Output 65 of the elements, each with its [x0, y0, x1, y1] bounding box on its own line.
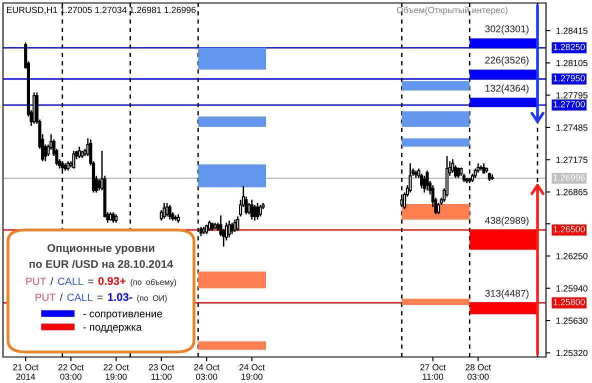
x-tick-label: 24 Oct 03:00 [194, 364, 220, 380]
candlestick [72, 150, 76, 170]
annotation: 438(2989) [485, 216, 529, 226]
bar [198, 116, 266, 127]
chart-title: EURUSD,H1 1.27005 1.27034 1.26981 1.26996 [6, 6, 196, 14]
candlestick [168, 204, 172, 220]
ref-line-label: 1.27950 [554, 75, 585, 82]
y-tick-label: 1.27485 [556, 124, 588, 131]
candlestick [456, 166, 460, 179]
candlestick [400, 194, 404, 208]
candlestick [256, 202, 260, 220]
x-tick-label: 23 Oct 11:00 [148, 364, 174, 380]
y-tick-label: 1.28105 [556, 60, 588, 66]
candlestick [205, 224, 208, 235]
y-tick-label: 1.25940 [556, 285, 588, 292]
annotation: Опционные уровни [47, 244, 154, 254]
annotation: PUT / CALL = 0.93+ (по объему) [26, 277, 176, 287]
candlestick [474, 168, 477, 179]
candlestick [253, 204, 256, 222]
bar [402, 81, 470, 90]
candlestick [165, 202, 169, 218]
candlestick [236, 216, 240, 232]
ref-line-label: 1.26996 [554, 174, 585, 181]
candlestick [426, 170, 429, 192]
ref-line-label: 1.27700 [554, 101, 585, 108]
x-tick-label: 22 Oct 19:00 [104, 364, 129, 380]
candlestick [208, 220, 211, 232]
bar [198, 341, 266, 350]
x-tick-label: 24 Oct 19:00 [239, 364, 265, 380]
legend-label: - поддержка [83, 325, 142, 333]
bar [402, 298, 470, 305]
y-tick-label: 1.26865 [556, 188, 588, 196]
legend-label: - сопротивление [83, 312, 162, 320]
y-tick-label: 1.27795 [556, 92, 588, 98]
x-tick-label: 22 Oct 03:00 [58, 364, 84, 380]
bar [198, 164, 266, 188]
y-tick-label: 1.25630 [556, 318, 588, 324]
bar [198, 272, 266, 288]
ref-line-label: 1.26500 [554, 226, 585, 232]
bar [402, 111, 470, 127]
bar [402, 138, 470, 147]
annotation: 226(3526) [485, 56, 529, 66]
annotation: 313(4487) [485, 290, 529, 299]
candlestick [162, 202, 166, 220]
y-tick-label: 1.25320 [556, 350, 588, 356]
y-tick-label: 1.26250 [556, 253, 588, 260]
candlestick [228, 220, 231, 238]
annotation: 302(3301) [485, 25, 529, 34]
x-tick-label: 27 Oct 11:00 [420, 364, 446, 380]
x-tick-label: 21 Oct 2014 [13, 364, 38, 380]
candlestick [258, 204, 262, 218]
y-tick-label: 1.27175 [556, 156, 588, 164]
annotation: по EUR /USD на 28.10.2014 [30, 260, 174, 268]
annotation: PUT / CALL = 1.03- (по ОИ) [36, 293, 167, 303]
x-tick-label: 28 Oct 03:00 [466, 364, 491, 380]
annotation: 132(4364) [486, 84, 529, 94]
candlestick [408, 162, 412, 194]
candlestick [482, 162, 486, 174]
bar [198, 48, 266, 70]
ref-line-label: 1.25800 [554, 298, 585, 306]
candlestick [66, 160, 70, 172]
ref-line-label: 1.28250 [554, 44, 585, 50]
annotation: Объем(Открытый интерес) [396, 6, 508, 15]
candlestick [230, 222, 234, 235]
y-tick-label: 1.28415 [556, 28, 588, 34]
